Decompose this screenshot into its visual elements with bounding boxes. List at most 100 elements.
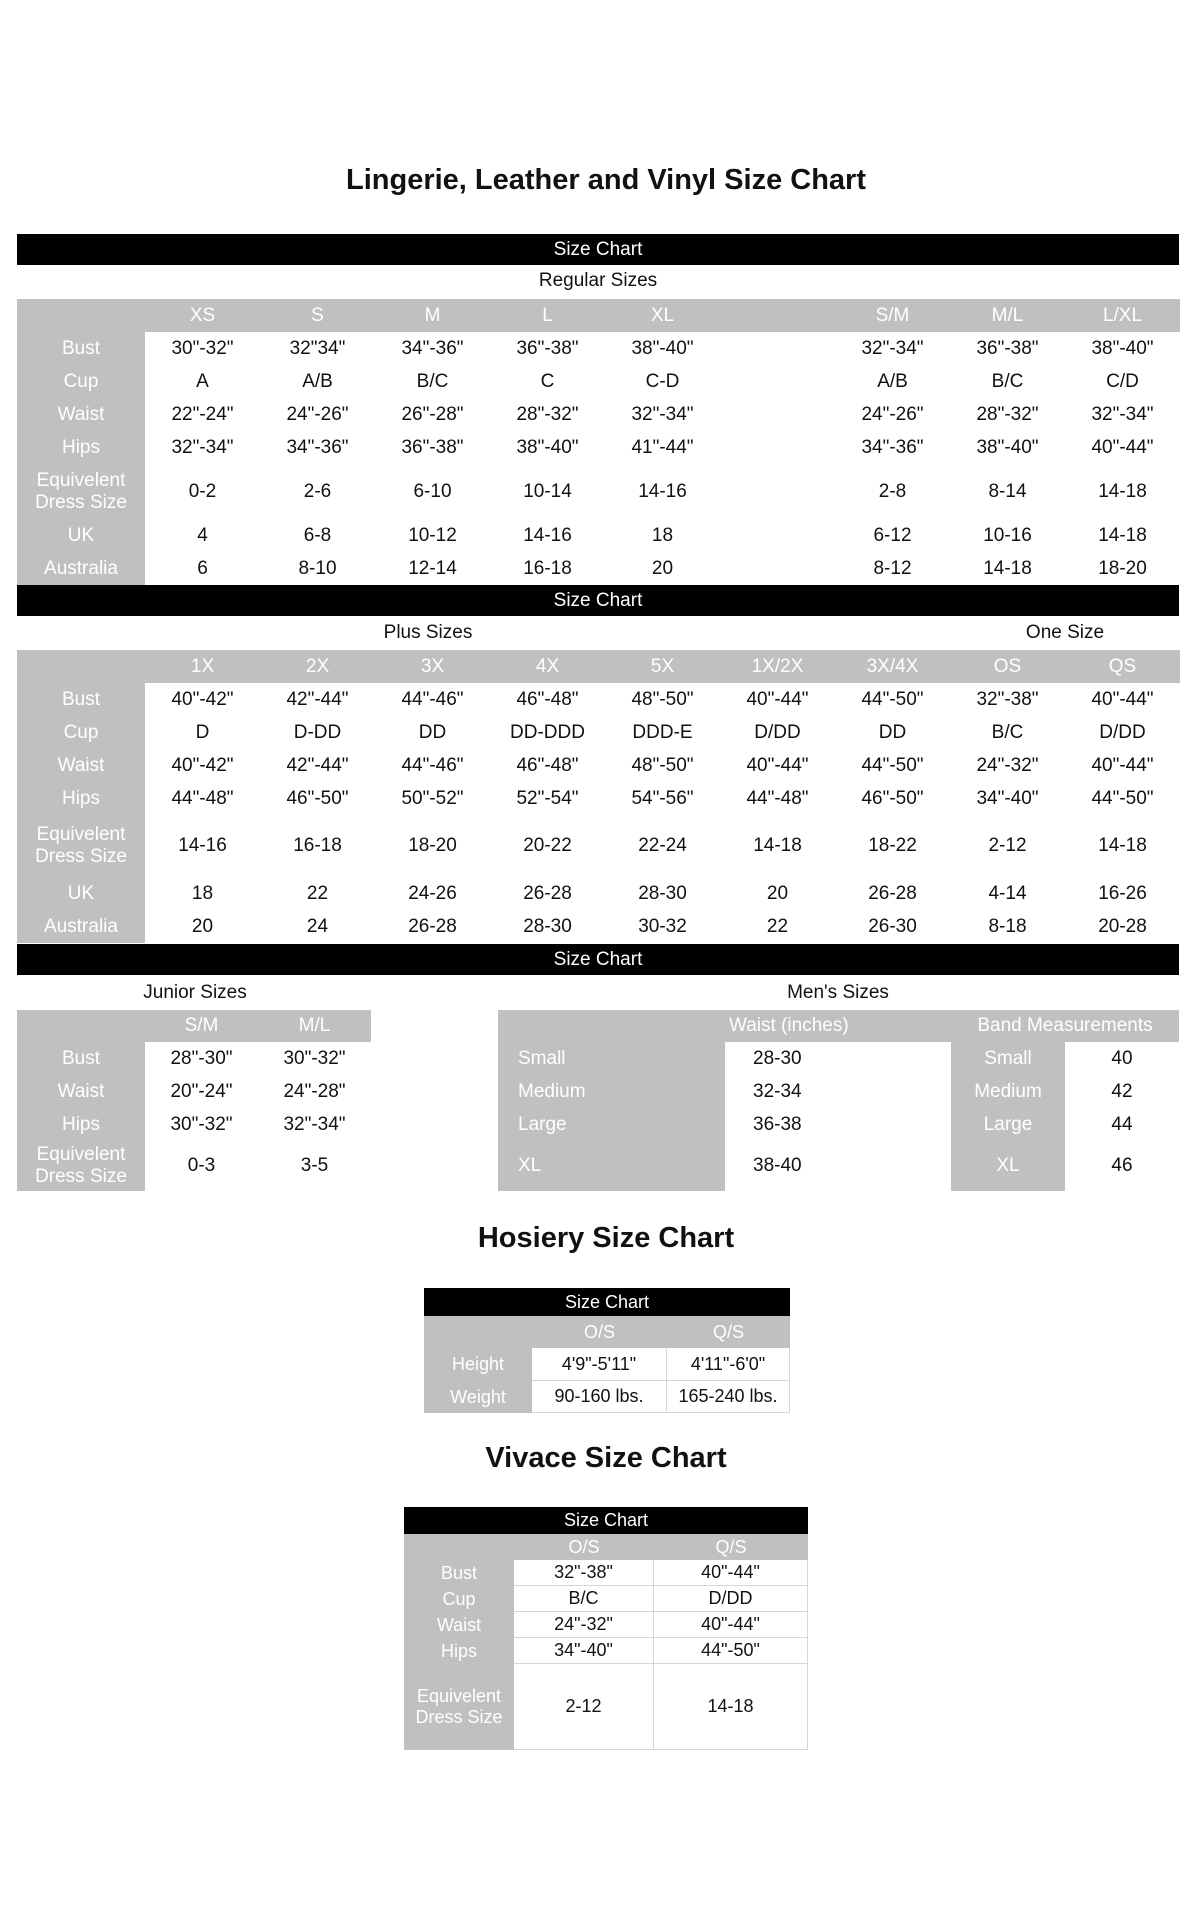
size-value: C: [490, 365, 605, 398]
band-value: 42: [1065, 1075, 1179, 1108]
size-value: 20: [145, 911, 260, 943]
size-value: C/D: [1065, 365, 1180, 398]
size-value: 28-30: [490, 911, 605, 943]
mens-waist-value: 32-34: [725, 1075, 951, 1108]
mens-sizes-table: Waist (inches) Band Measurements Small 28-3…: [498, 1010, 1179, 1191]
size-value: 22: [260, 877, 375, 911]
hosiery-title: Hosiery Size Chart: [477, 1222, 735, 1254]
size-value: 20"-24": [145, 1075, 258, 1108]
size-value: 32"34": [260, 332, 375, 365]
size-value: 52"-54": [490, 782, 605, 815]
size-value: 34"-40": [514, 1638, 654, 1664]
header-corner: [404, 1534, 514, 1560]
size-value: 36"-38": [950, 332, 1065, 365]
size-value: [720, 332, 835, 365]
size-value: 14-18: [950, 552, 1065, 585]
regular-sizes-subtitle: Regular Sizes: [538, 270, 658, 291]
size-value: 42"-44": [260, 749, 375, 782]
size-value: 8-18: [950, 911, 1065, 943]
size-value: 40"-42": [145, 749, 260, 782]
size-value: 14-16: [145, 815, 260, 877]
size-value: 26"-28": [375, 398, 490, 431]
size-header: M: [375, 299, 490, 332]
band-size-label: Medium: [951, 1075, 1065, 1108]
row-label: UK: [17, 877, 145, 911]
size-value: 18: [145, 877, 260, 911]
header-corner: [17, 299, 145, 332]
size-value: 48"-50": [605, 683, 720, 716]
size-value: 46"-50": [260, 782, 375, 815]
size-value: 38"-40": [605, 332, 720, 365]
size-value: 24"-28": [258, 1075, 371, 1108]
size-value: 32"-34": [145, 431, 260, 464]
size-value: A/B: [835, 365, 950, 398]
size-value: 10-14: [490, 464, 605, 519]
header-corner: [17, 1010, 145, 1042]
size-value: 40"-44": [720, 683, 835, 716]
size-value: 24-26: [375, 877, 490, 911]
size-value: 24"-32": [514, 1612, 654, 1638]
row-label: Equivelent Dress Size: [404, 1664, 514, 1750]
size-value: 44"-50": [835, 683, 950, 716]
size-value: D-DD: [260, 716, 375, 749]
size-value: 26-28: [835, 877, 950, 911]
junior-sizes-subtitle: Junior Sizes: [143, 982, 247, 1003]
size-value: A: [145, 365, 260, 398]
size-value: 20: [720, 877, 835, 911]
size-header: [720, 299, 835, 332]
size-value: 40"-44": [1065, 749, 1180, 782]
size-value: 14-18: [1065, 464, 1180, 519]
size-value: 18-22: [835, 815, 950, 877]
vivace-title: Vivace Size Chart: [485, 1442, 727, 1474]
size-value: 38"-40": [950, 431, 1065, 464]
size-value: 41"-44": [605, 431, 720, 464]
size-value: 28"-30": [145, 1042, 258, 1075]
size-value: 46"-48": [490, 683, 605, 716]
band-size-label: XL: [951, 1141, 1065, 1191]
row-label: UK: [17, 519, 145, 552]
row-label: Height: [424, 1348, 532, 1381]
size-value: 46"-50": [835, 782, 950, 815]
vivace-size-table: O/S Q/S Bust 32"-38" 40"-44" Cup B/C D/DD Waist 2…: [404, 1534, 808, 1750]
size-value: 4'9"-5'11": [532, 1348, 667, 1381]
size-header: XL: [605, 299, 720, 332]
size-value: 2-8: [835, 464, 950, 519]
band-value: 44: [1065, 1108, 1179, 1141]
size-value: 32"-38": [514, 1560, 654, 1586]
size-chart-bar-hosiery: Size Chart: [424, 1288, 790, 1316]
header-corner: [498, 1010, 725, 1042]
size-value: 24"-32": [950, 749, 1065, 782]
size-value: 44"-46": [375, 749, 490, 782]
size-value: 34"-36": [260, 431, 375, 464]
size-value: 2-12: [514, 1664, 654, 1750]
size-value: 44"-50": [1065, 782, 1180, 815]
size-value: 22-24: [605, 815, 720, 877]
size-value: 30"-32": [145, 332, 260, 365]
size-value: 14-18: [1065, 815, 1180, 877]
row-label: Bust: [17, 683, 145, 716]
size-value: 10-16: [950, 519, 1065, 552]
row-label: Australia: [17, 911, 145, 943]
row-label: Hips: [17, 431, 145, 464]
size-value: 6-10: [375, 464, 490, 519]
size-value: [720, 431, 835, 464]
band-header: Band Measurements: [951, 1010, 1179, 1042]
size-value: 12-14: [375, 552, 490, 585]
mens-waist-value: 38-40: [725, 1141, 951, 1191]
size-value: 28"-32": [490, 398, 605, 431]
size-value: 48"-50": [605, 749, 720, 782]
size-value: 38"-40": [1065, 332, 1180, 365]
size-value: 6-8: [260, 519, 375, 552]
mens-waist-value: 36-38: [725, 1108, 951, 1141]
row-label: Equivelent Dress Size: [17, 464, 145, 519]
size-header: O/S: [532, 1316, 667, 1348]
size-value: 40"-44": [654, 1560, 808, 1586]
size-value: B/C: [950, 716, 1065, 749]
size-value: 32"-34": [605, 398, 720, 431]
size-value: 14-18: [654, 1664, 808, 1750]
mens-waist-value: 28-30: [725, 1042, 951, 1075]
size-value: 8-14: [950, 464, 1065, 519]
size-value: 44"-50": [654, 1638, 808, 1664]
size-header: L/XL: [1065, 299, 1180, 332]
size-value: 4: [145, 519, 260, 552]
